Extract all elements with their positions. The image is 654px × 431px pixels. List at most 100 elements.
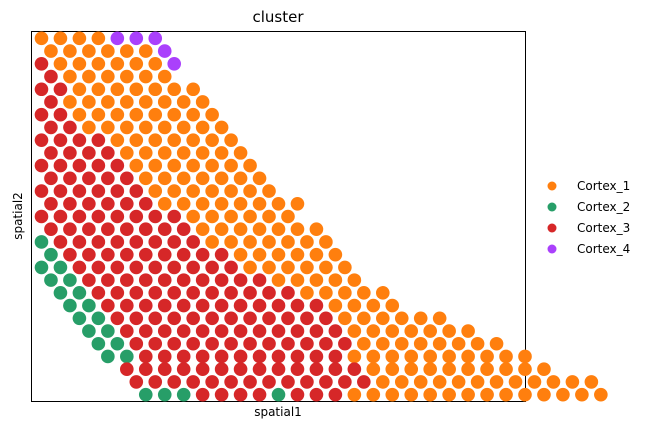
spot-cortex-3 [176, 298, 191, 313]
spot-cortex-3 [120, 362, 134, 376]
spot-cortex-3 [186, 336, 200, 351]
spot-cortex-3 [91, 260, 106, 275]
spot-cortex-1 [167, 184, 182, 198]
spot-cortex-1 [271, 222, 286, 237]
spot-cortex-1 [385, 349, 400, 364]
spot-cortex-1 [347, 387, 362, 402]
spot-cortex-3 [281, 336, 295, 351]
spot-cortex-3 [157, 222, 172, 237]
spot-cortex-3 [91, 286, 106, 300]
spot-cortex-1 [442, 362, 456, 376]
legend-marker-4 [547, 244, 557, 254]
spot-cortex-3 [271, 324, 286, 338]
spot-cortex-1 [82, 69, 96, 84]
spot-cortex-2 [44, 247, 58, 262]
spot-cortex-1 [385, 362, 400, 376]
spot-cortex-1 [224, 133, 238, 147]
spot-cortex-3 [357, 375, 371, 389]
spot-cortex-1 [233, 146, 248, 160]
spot-cortex-1 [394, 375, 409, 389]
spot-cortex-1 [319, 260, 333, 275]
spot-cortex-1 [195, 222, 210, 237]
spot-cortex-3 [91, 158, 106, 173]
spot-cortex-1 [138, 171, 153, 186]
spot-cortex-1 [423, 324, 437, 338]
spot-cortex-3 [138, 324, 153, 338]
spot-cortex-1 [338, 260, 352, 275]
spot-cortex-3 [157, 247, 172, 262]
spot-cortex-1 [546, 375, 561, 389]
spot-cortex-3 [53, 133, 68, 147]
spot-cortex-2 [101, 349, 115, 364]
spot-cortex-1 [91, 107, 106, 122]
spot-cortex-3 [271, 362, 286, 376]
spot-cortex-3 [176, 222, 191, 237]
spot-cortex-1 [262, 235, 276, 249]
spot-cortex-3 [44, 146, 58, 160]
plot-area-frame [31, 31, 526, 402]
spot-cortex-3 [252, 298, 267, 313]
spot-cortex-1 [461, 387, 475, 402]
spot-cortex-3 [262, 286, 276, 300]
spot-cortex-1 [252, 196, 267, 211]
spot-cortex-3 [214, 362, 229, 376]
spot-cortex-3 [186, 286, 200, 300]
spot-cortex-1 [309, 273, 324, 287]
spot-cortex-3 [176, 273, 191, 287]
spot-cortex-3 [233, 298, 248, 313]
spot-cortex-1 [319, 235, 333, 249]
spot-cortex-3 [214, 324, 229, 338]
spot-cortex-1 [271, 196, 286, 211]
spot-cortex-1 [347, 349, 362, 364]
spot-cortex-1 [480, 349, 494, 364]
legend-label-1: Cortex_1 [577, 179, 630, 193]
spot-cortex-1 [63, 69, 77, 84]
spot-cortex-2 [91, 336, 106, 351]
spot-cortex-1 [413, 375, 428, 389]
spot-cortex-1 [423, 362, 437, 376]
spot-cortex-1 [120, 95, 134, 109]
spot-cortex-1 [148, 133, 163, 147]
spot-cortex-3 [72, 260, 87, 275]
spot-cortex-1 [442, 387, 456, 402]
spot-cortex-3 [110, 184, 125, 198]
spot-cortex-1 [404, 387, 419, 402]
spot-cortex-3 [281, 311, 295, 326]
spot-cortex-3 [120, 324, 134, 338]
spot-cortex-3 [34, 82, 49, 97]
spot-cortex-1 [489, 336, 504, 351]
spot-cortex-1 [214, 196, 229, 211]
spot-cortex-3 [243, 336, 257, 351]
spot-cortex-3 [319, 336, 333, 351]
spot-cortex-3 [101, 298, 115, 313]
spot-cortex-1 [72, 57, 87, 71]
spot-cortex-1 [461, 362, 475, 376]
spot-cortex-1 [233, 247, 248, 262]
spot-cortex-1 [129, 82, 144, 97]
spot-cortex-3 [224, 286, 238, 300]
spot-cortex-1 [129, 133, 144, 147]
spot-cortex-1 [195, 120, 210, 135]
spot-cortex-3 [148, 375, 163, 389]
spot-cortex-1 [338, 311, 352, 326]
spot-cortex-1 [537, 362, 551, 376]
spot-cortex-1 [347, 273, 362, 287]
spot-cortex-3 [271, 349, 286, 364]
spot-cortex-1 [148, 184, 163, 198]
spot-cortex-3 [252, 349, 267, 364]
spot-cortex-3 [157, 324, 172, 338]
spot-cortex-2 [157, 387, 172, 402]
spot-cortex-1 [470, 336, 485, 351]
spot-cortex-3 [63, 222, 77, 237]
spot-cortex-3 [101, 273, 115, 287]
spot-cortex-1 [271, 273, 286, 287]
spot-cortex-1 [461, 349, 475, 364]
spot-cortex-3 [176, 349, 191, 364]
spot-cortex-1 [357, 336, 371, 351]
spot-cortex-3 [309, 362, 324, 376]
spot-cortex-1 [120, 120, 134, 135]
spot-cortex-3 [44, 120, 58, 135]
spot-cortex-3 [157, 349, 172, 364]
spot-cortex-2 [63, 298, 77, 313]
spot-cortex-1 [271, 247, 286, 262]
